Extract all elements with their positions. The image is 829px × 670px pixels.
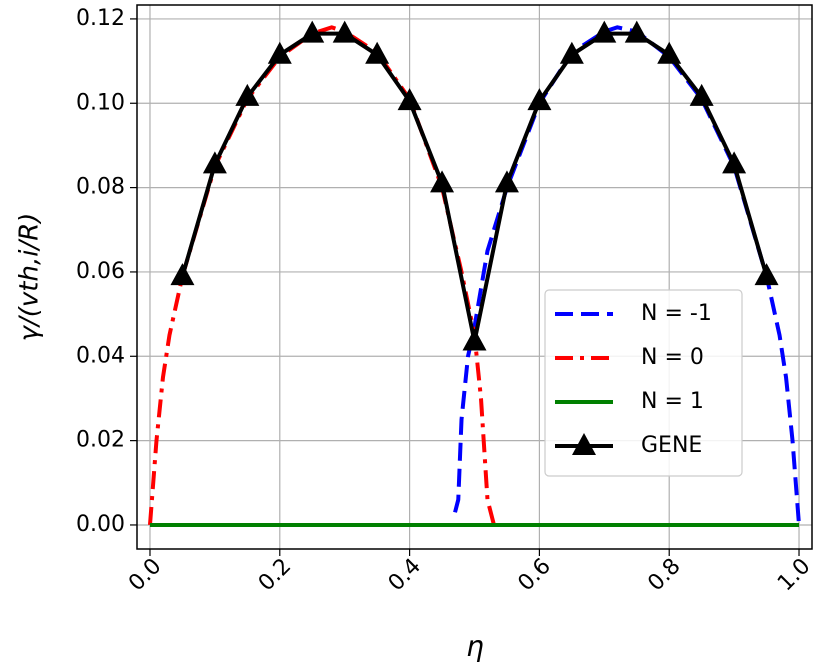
marker bbox=[300, 20, 325, 43]
x-tick-label: 0.6 bbox=[513, 554, 555, 596]
marker bbox=[494, 170, 519, 193]
x-tick-label: 0.2 bbox=[254, 554, 296, 596]
marker bbox=[170, 263, 195, 286]
legend-box bbox=[544, 289, 743, 477]
marker bbox=[397, 88, 422, 111]
y-tick-label: 0.00 bbox=[76, 512, 125, 537]
marker bbox=[332, 20, 357, 43]
marker bbox=[365, 41, 390, 64]
marker bbox=[202, 151, 227, 174]
y-tick-label: 0.08 bbox=[76, 175, 125, 200]
series-line bbox=[453, 25, 802, 526]
marker bbox=[624, 20, 649, 43]
y-tick-label: 0.02 bbox=[76, 428, 125, 453]
marker bbox=[689, 83, 714, 106]
marker bbox=[592, 20, 617, 43]
y-tick-label: 0.06 bbox=[76, 259, 125, 284]
series-line bbox=[147, 25, 496, 526]
legend-label: N = 1 bbox=[641, 389, 704, 414]
y-tick-label: 0.12 bbox=[76, 6, 125, 31]
marker bbox=[722, 151, 747, 174]
marker bbox=[430, 170, 455, 193]
marker bbox=[267, 41, 292, 64]
plot-frame bbox=[136, 4, 813, 550]
marker bbox=[559, 41, 584, 64]
legend-label: N = 0 bbox=[641, 345, 704, 370]
legend-label: GENE bbox=[641, 433, 702, 458]
y-tick-label: 0.10 bbox=[76, 90, 125, 115]
x-tick-label: 1.0 bbox=[773, 554, 815, 596]
marker bbox=[657, 41, 682, 64]
marker bbox=[235, 83, 260, 106]
legend-marker bbox=[572, 433, 596, 455]
x-axis-label: η bbox=[466, 630, 484, 663]
marker bbox=[527, 88, 552, 111]
marker bbox=[754, 263, 779, 286]
x-tick-label: 0.4 bbox=[384, 554, 426, 596]
legend-label: N = -1 bbox=[641, 301, 712, 326]
y-axis-label: γ/(vth,i/R) bbox=[15, 213, 45, 342]
x-tick-label: 0.8 bbox=[643, 554, 685, 596]
marker bbox=[462, 328, 487, 351]
y-tick-label: 0.04 bbox=[76, 343, 125, 368]
x-tick-label: 0.0 bbox=[124, 554, 166, 596]
